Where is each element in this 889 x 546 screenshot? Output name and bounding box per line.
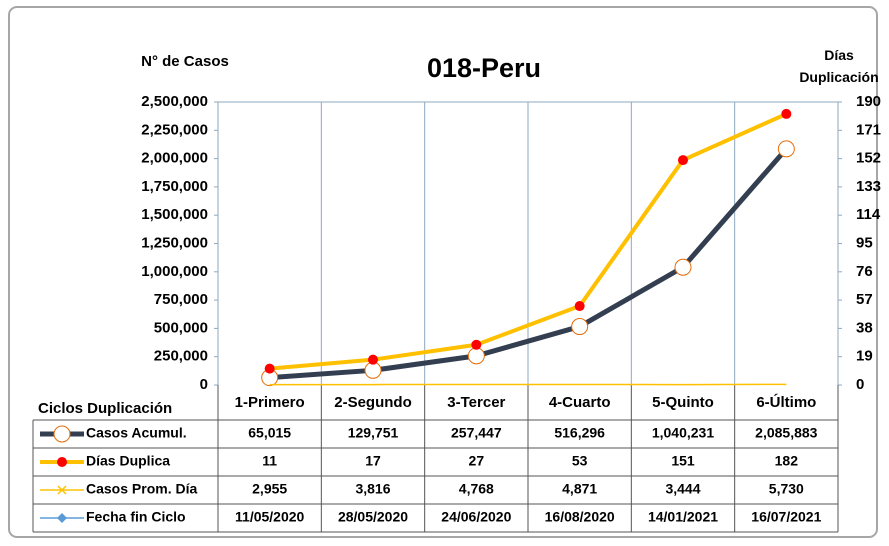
chart-title: 018-Peru bbox=[427, 53, 541, 83]
y2-tick-label: 152 bbox=[856, 150, 881, 167]
table-value: 516,296 bbox=[554, 425, 605, 441]
table-value: 53 bbox=[572, 453, 588, 469]
y-tick-label: 1,250,000 bbox=[141, 234, 208, 251]
y-tick-label: 2,250,000 bbox=[141, 121, 208, 138]
series-line bbox=[269, 112, 788, 371]
y-tick-label: 1,500,000 bbox=[141, 206, 208, 223]
table-value: 11/05/2020 bbox=[235, 509, 305, 525]
table-value: 4,871 bbox=[562, 481, 597, 497]
table-value: 3,444 bbox=[665, 481, 700, 497]
table-value: 27 bbox=[469, 453, 485, 469]
y2-tick-label: 57 bbox=[856, 291, 873, 308]
y-tick-label: 250,000 bbox=[154, 348, 208, 365]
x-tick-label: 3-Tercer bbox=[447, 394, 505, 411]
legend-label: Fecha fin Ciclo bbox=[86, 509, 186, 525]
point-marker bbox=[678, 155, 688, 166]
table-value: 14/01/2021 bbox=[648, 509, 718, 525]
table-value: 24/06/2020 bbox=[441, 509, 511, 525]
x-tick-label: 6-Último bbox=[756, 393, 816, 411]
y2-tick-label: 114 bbox=[856, 206, 881, 223]
y2-tick-label: 38 bbox=[856, 319, 873, 336]
x-tick-label: 1-Primero bbox=[235, 394, 305, 411]
y-tick-label: 500,000 bbox=[154, 319, 208, 336]
legend-label: Casos Acumul. bbox=[86, 425, 187, 441]
y2-tick-label: 76 bbox=[856, 263, 873, 280]
y-tick-label: 0 bbox=[200, 376, 208, 393]
legend-label: Días Duplica bbox=[86, 453, 170, 469]
table-value: 16/08/2020 bbox=[545, 509, 615, 525]
y2-axis-title: Días Duplicación bbox=[799, 47, 879, 85]
legend-label: Casos Prom. Día bbox=[86, 481, 197, 497]
y-axis-title: N° de Casos bbox=[141, 53, 229, 70]
point-marker bbox=[471, 339, 482, 350]
table-value: 11 bbox=[262, 453, 277, 469]
point-marker bbox=[368, 354, 378, 365]
y-tick-label: 1,000,000 bbox=[141, 263, 208, 280]
y2-tick-label: 133 bbox=[856, 178, 881, 195]
y-tick-label: 1,750,000 bbox=[141, 178, 208, 195]
table-value: 5,730 bbox=[769, 481, 804, 497]
y2-tick-label: 19 bbox=[856, 348, 873, 365]
x-tick-label: 5-Quinto bbox=[652, 394, 714, 411]
point-marker bbox=[467, 347, 485, 365]
series-line bbox=[269, 147, 789, 381]
point-marker bbox=[57, 485, 67, 495]
point-marker bbox=[57, 457, 67, 467]
table-value: 1,040,231 bbox=[652, 425, 714, 441]
y2-tick-label: 0 bbox=[856, 376, 864, 393]
point-marker bbox=[781, 108, 792, 119]
table-value: 16/07/2021 bbox=[751, 509, 821, 525]
table-value: 151 bbox=[671, 453, 695, 469]
y2-tick-label: 171 bbox=[856, 121, 881, 138]
point-marker bbox=[264, 363, 275, 374]
chart-frame bbox=[8, 6, 878, 538]
table-value: 65,015 bbox=[248, 425, 291, 441]
y-tick-label: 2,500,000 bbox=[141, 93, 208, 110]
point-marker bbox=[364, 361, 382, 379]
y-tick-label: 750,000 bbox=[154, 291, 208, 308]
point-marker bbox=[571, 318, 589, 336]
point-marker bbox=[57, 513, 67, 523]
table-value: 2,085,883 bbox=[755, 425, 817, 441]
x-tick-label: 4-Cuarto bbox=[549, 394, 611, 411]
y-tick-label: 2,000,000 bbox=[141, 150, 208, 167]
table-value: 28/05/2020 bbox=[338, 509, 408, 525]
point-marker bbox=[53, 425, 71, 443]
table-value: 257,447 bbox=[451, 425, 502, 441]
point-marker bbox=[674, 258, 692, 276]
table-title: Ciclos Duplicación bbox=[38, 400, 172, 417]
table-value: 182 bbox=[775, 453, 799, 469]
table-value: 17 bbox=[365, 453, 381, 469]
table-value: 4,768 bbox=[459, 481, 494, 497]
table-value: 129,751 bbox=[348, 425, 399, 441]
y2-tick-label: 190 bbox=[856, 93, 881, 110]
table-value: 2,955 bbox=[252, 481, 287, 497]
x-tick-label: 2-Segundo bbox=[334, 394, 412, 411]
table-value: 3,816 bbox=[355, 481, 390, 497]
y2-tick-label: 95 bbox=[856, 234, 873, 251]
point-marker bbox=[574, 301, 585, 312]
point-marker bbox=[777, 140, 795, 158]
